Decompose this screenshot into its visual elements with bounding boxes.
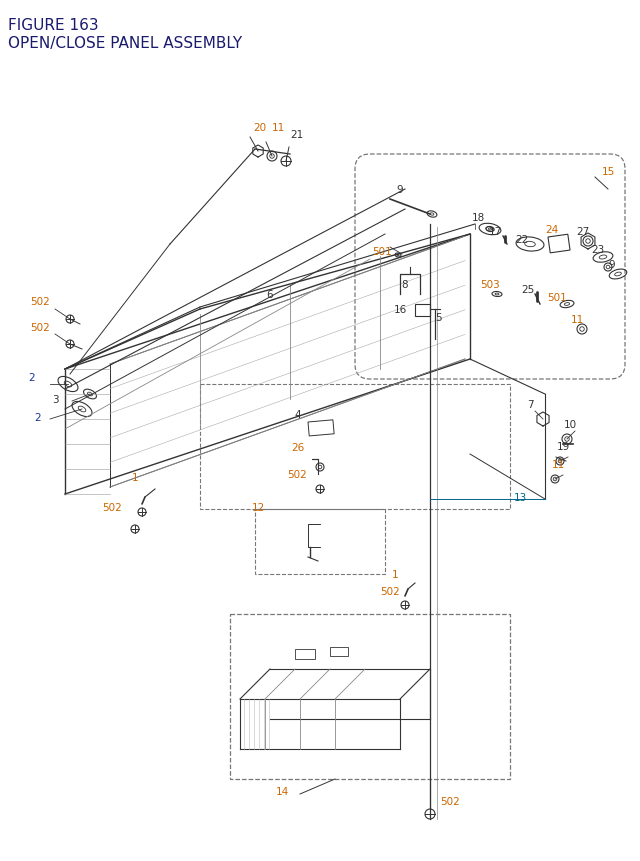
Text: 503: 503 (480, 280, 500, 289)
Text: 502: 502 (30, 297, 50, 307)
Text: 21: 21 (291, 130, 303, 139)
Text: 15: 15 (602, 167, 614, 177)
Text: 1: 1 (392, 569, 398, 579)
Text: 9: 9 (609, 260, 615, 269)
Bar (255, 510, 385, 574)
Text: 502: 502 (30, 323, 50, 332)
Text: 14: 14 (275, 786, 289, 796)
Text: 27: 27 (577, 226, 589, 237)
Text: 23: 23 (591, 245, 605, 255)
Text: 11: 11 (552, 460, 564, 469)
Text: OPEN/CLOSE PANEL ASSEMBLY: OPEN/CLOSE PANEL ASSEMBLY (8, 36, 242, 51)
Text: 10: 10 (563, 419, 577, 430)
Text: 1: 1 (132, 473, 138, 482)
Text: 502: 502 (380, 586, 400, 597)
Text: 11: 11 (570, 314, 584, 325)
Text: 2: 2 (29, 373, 35, 382)
Bar (230, 614, 510, 779)
Text: 4: 4 (294, 410, 301, 419)
Text: 502: 502 (440, 796, 460, 806)
Text: 11: 11 (271, 123, 285, 133)
Text: 502: 502 (287, 469, 307, 480)
Text: 20: 20 (253, 123, 267, 133)
Bar (200, 385, 510, 510)
Text: 18: 18 (472, 213, 484, 223)
Bar (415, 305, 430, 317)
Text: 22: 22 (515, 235, 529, 245)
Text: 16: 16 (394, 305, 406, 314)
Text: 2: 2 (35, 412, 42, 423)
Text: FIGURE 163: FIGURE 163 (8, 18, 99, 33)
Text: 17: 17 (488, 226, 502, 237)
Text: 502: 502 (102, 503, 122, 512)
Text: 12: 12 (252, 503, 264, 512)
Text: 5: 5 (435, 313, 442, 323)
Text: 19: 19 (556, 442, 570, 451)
Bar (308, 420, 334, 437)
Text: 9: 9 (397, 185, 403, 195)
Text: 501: 501 (547, 293, 567, 303)
Text: 13: 13 (513, 492, 527, 503)
Text: 6: 6 (267, 289, 273, 300)
Text: 24: 24 (545, 225, 559, 235)
Bar (295, 649, 315, 660)
Text: 501: 501 (372, 247, 392, 257)
Bar (330, 647, 348, 656)
Text: 8: 8 (402, 280, 408, 289)
Text: 26: 26 (291, 443, 305, 453)
Bar (548, 235, 570, 253)
Text: 7: 7 (527, 400, 533, 410)
Text: 25: 25 (522, 285, 534, 294)
Text: 3: 3 (52, 394, 58, 405)
